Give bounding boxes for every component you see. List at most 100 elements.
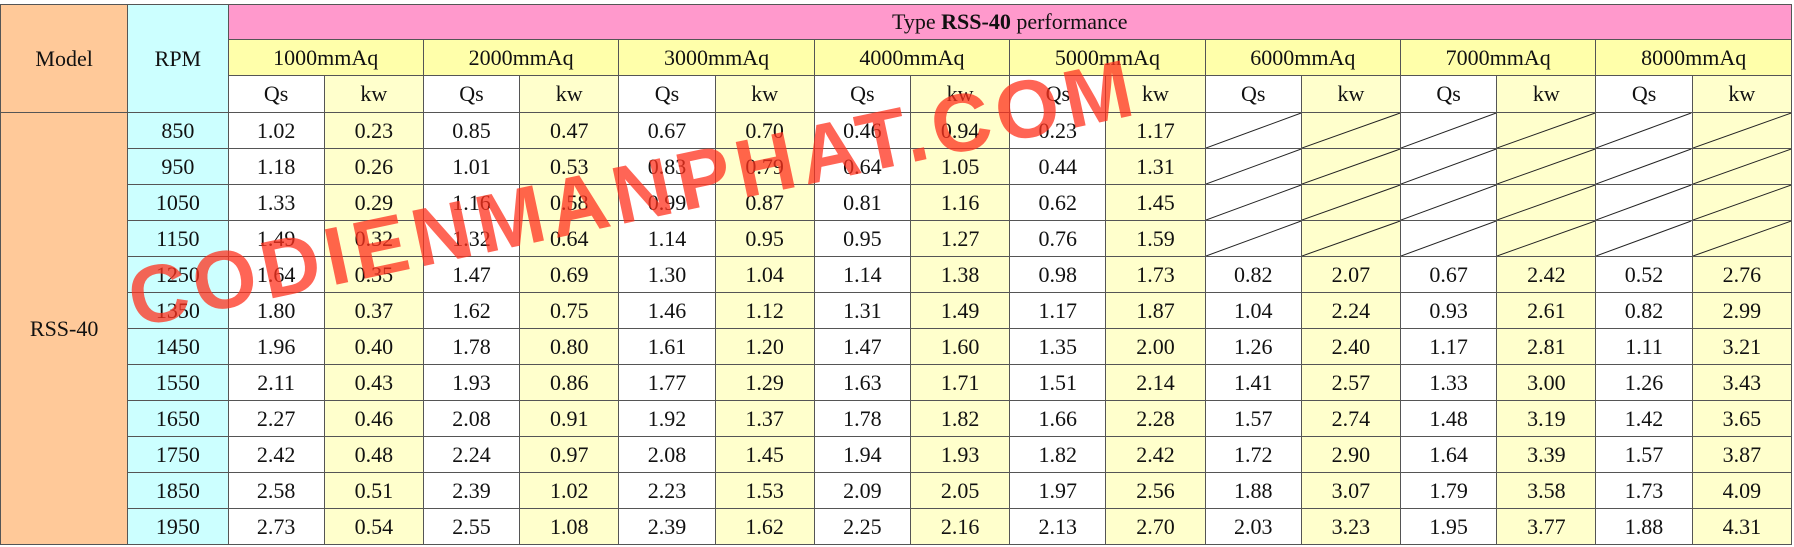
qs-header: Qs [1204,75,1302,113]
qs-value-cell: 1.61 [618,328,716,365]
empty-cell [1400,184,1498,221]
kw-value-cell: 2.70 [1105,508,1206,545]
kw-value-cell: 1.38 [909,256,1011,293]
kw-value-cell: 2.42 [1496,256,1597,293]
title-prefix: Type [891,9,942,34]
pressure-header: 8000mmAq [1595,39,1792,76]
kw-header: kw [519,75,620,113]
empty-cell [1691,220,1793,257]
qs-value-cell: 1.32 [422,220,521,257]
kw-value-cell: 4.09 [1691,472,1793,509]
empty-cell [1691,112,1793,149]
kw-value-cell: 2.90 [1300,436,1402,473]
title-suffix: performance [1010,9,1128,34]
kw-value-cell: 3.39 [1496,436,1597,473]
rpm-cell: 1250 [127,256,229,293]
qs-value-cell: 1.92 [618,400,716,437]
diagonal-strike [1596,185,1691,220]
empty-cell [1204,184,1302,221]
qs-value-cell: 2.42 [227,436,325,473]
empty-cell [1691,148,1793,185]
qs-header: Qs [813,75,911,113]
kw-header: kw [714,75,815,113]
qs-value-cell: 0.98 [1009,256,1107,293]
kw-value-cell: 0.32 [323,220,424,257]
kw-value-cell: 0.95 [714,220,815,257]
kw-value-cell: 3.87 [1691,436,1793,473]
title-model: RSS-40 [941,9,1011,34]
qs-value-cell: 1.16 [422,184,521,221]
qs-value-cell: 1.73 [1595,472,1693,509]
rpm-cell: 1550 [127,364,229,401]
kw-header: kw [1691,75,1793,113]
kw-value-cell: 1.71 [909,364,1011,401]
kw-value-cell: 1.82 [909,400,1011,437]
pressure-header-row: 1000mmAq 2000mmAq 3000mmAq 4000mmAq 5000mmAq… [1,39,1792,76]
kw-value-cell: 0.47 [519,112,620,149]
qs-value-cell: 2.25 [813,508,911,545]
unit-header-row: Qs kw Qs kw Qs kw Qs kw Qs kw Qs kw Qs kw Qs kw [1,75,1793,113]
rpm-cell: 1050 [127,184,229,221]
qs-value-cell: 1.33 [227,184,325,221]
qs-value-cell: 1.46 [618,292,716,329]
kw-value-cell: 0.87 [714,184,815,221]
table-title: Type RSS-40 performance [227,4,1792,40]
diagonal-strike [1401,113,1496,148]
kw-value-cell: 1.12 [714,292,815,329]
qs-value-cell: 2.08 [422,400,521,437]
empty-cell [1204,112,1302,149]
kw-value-cell: 1.53 [714,472,815,509]
kw-header: kw [909,75,1011,113]
kw-value-cell: 1.45 [1105,184,1206,221]
table-body: RSS-40 850 1.02 0.23 0.85 0.47 0.67 0.70 0.46 0.9… [0,112,1793,545]
kw-value-cell: 1.17 [1105,112,1206,149]
empty-cell [1595,184,1693,221]
kw-value-cell: 0.23 [323,112,424,149]
kw-value-cell: 0.40 [323,328,424,365]
rpm-cell: 1350 [127,292,229,329]
diagonal-strike [1497,185,1595,220]
qs-value-cell: 2.13 [1009,508,1107,545]
pressure-header: 5000mmAq [1009,39,1206,76]
qs-value-cell: 0.67 [618,112,716,149]
rpm-header: RPM [127,4,229,113]
rpm-cell: 1950 [127,508,229,545]
kw-header: kw [1496,75,1597,113]
empty-cell [1496,220,1597,257]
qs-value-cell: 1.78 [813,400,911,437]
diagonal-strike [1206,113,1301,148]
qs-value-cell: 1.33 [1400,364,1498,401]
qs-value-cell: 1.02 [227,112,325,149]
kw-value-cell: 1.29 [714,364,815,401]
kw-value-cell: 0.91 [519,400,620,437]
qs-value-cell: 0.93 [1400,292,1498,329]
kw-value-cell: 3.07 [1300,472,1402,509]
qs-value-cell: 1.62 [422,292,521,329]
table-row: 1450 1.96 0.40 1.78 0.80 1.61 1.20 1.47 1.60 1.35… [1,328,1793,365]
kw-value-cell: 0.58 [519,184,620,221]
qs-value-cell: 1.26 [1595,364,1693,401]
diagonal-strike [1401,185,1496,220]
kw-value-cell: 2.56 [1105,472,1206,509]
qs-header: Qs [1595,75,1693,113]
kw-value-cell: 3.21 [1691,328,1793,365]
qs-value-cell: 0.62 [1009,184,1107,221]
model-cell: RSS-40 [0,112,129,545]
qs-value-cell: 1.14 [618,220,716,257]
empty-cell [1496,112,1597,149]
kw-value-cell: 3.77 [1496,508,1597,545]
qs-value-cell: 1.63 [813,364,911,401]
kw-value-cell: 0.43 [323,364,424,401]
qs-value-cell: 0.23 [1009,112,1107,149]
pressure-header: 7000mmAq [1400,39,1597,76]
qs-value-cell: 1.42 [1595,400,1693,437]
kw-value-cell: 0.29 [323,184,424,221]
qs-value-cell: 1.77 [618,364,716,401]
qs-value-cell: 0.99 [618,184,716,221]
kw-header: kw [1105,75,1206,113]
kw-value-cell: 0.75 [519,292,620,329]
kw-value-cell: 0.94 [909,112,1011,149]
qs-value-cell: 0.76 [1009,220,1107,257]
diagonal-strike [1401,149,1496,184]
kw-value-cell: 0.54 [323,508,424,545]
